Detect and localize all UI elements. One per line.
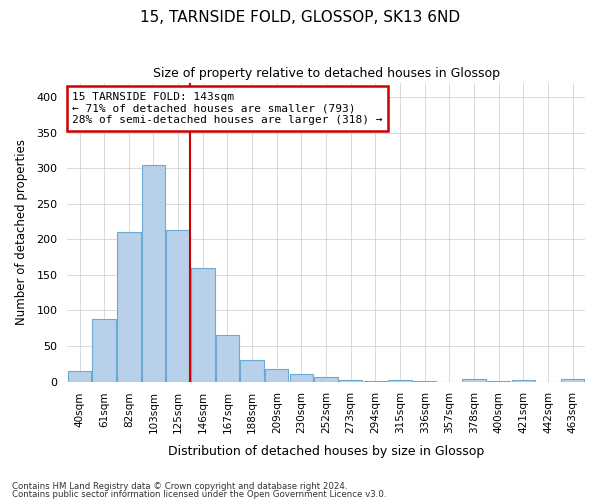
Bar <box>142 165 165 382</box>
Bar <box>339 380 362 382</box>
Bar <box>290 374 313 382</box>
Title: Size of property relative to detached houses in Glossop: Size of property relative to detached ho… <box>152 68 500 80</box>
Bar <box>314 378 338 382</box>
Text: 15 TARNSIDE FOLD: 143sqm
← 71% of detached houses are smaller (793)
28% of semi-: 15 TARNSIDE FOLD: 143sqm ← 71% of detach… <box>73 92 383 125</box>
Bar <box>68 371 91 382</box>
Bar <box>463 380 486 382</box>
Bar <box>216 336 239 382</box>
Text: 15, TARNSIDE FOLD, GLOSSOP, SK13 6ND: 15, TARNSIDE FOLD, GLOSSOP, SK13 6ND <box>140 10 460 25</box>
Bar <box>388 380 412 382</box>
Bar <box>364 381 387 382</box>
X-axis label: Distribution of detached houses by size in Glossop: Distribution of detached houses by size … <box>168 444 484 458</box>
Bar <box>512 380 535 382</box>
Bar <box>241 360 264 382</box>
Bar <box>191 268 215 382</box>
Bar <box>117 232 140 382</box>
Text: Contains public sector information licensed under the Open Government Licence v3: Contains public sector information licen… <box>12 490 386 499</box>
Bar <box>166 230 190 382</box>
Bar <box>413 381 436 382</box>
Text: Contains HM Land Registry data © Crown copyright and database right 2024.: Contains HM Land Registry data © Crown c… <box>12 482 347 491</box>
Bar <box>265 368 289 382</box>
Bar <box>487 381 511 382</box>
Y-axis label: Number of detached properties: Number of detached properties <box>15 140 28 326</box>
Bar <box>92 319 116 382</box>
Bar <box>561 380 584 382</box>
